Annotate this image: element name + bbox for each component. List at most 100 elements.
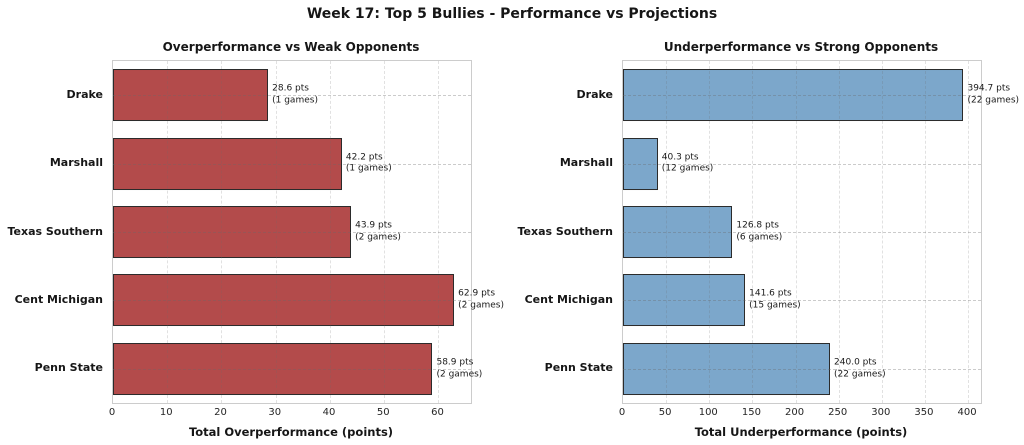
- x-tick-label: 350: [914, 407, 934, 418]
- bar: [623, 137, 658, 190]
- bar-annotation: 126.8 pts (6 games): [736, 220, 782, 243]
- bar-row: 28.6 pts (1 games): [113, 61, 471, 129]
- x-tick-label: 0: [108, 407, 116, 418]
- y-axis-label: Texas Southern: [517, 224, 613, 238]
- x-axis-label: Total Overperformance (points): [188, 425, 394, 439]
- bar: [113, 274, 455, 327]
- bar-annotation-games: (2 games): [458, 300, 505, 311]
- bar: [623, 206, 733, 259]
- y-label-row: Marshall: [512, 128, 613, 196]
- x-tick-label: 300: [871, 407, 891, 418]
- y-label-row: Penn State: [0, 334, 103, 402]
- bar: [113, 342, 433, 395]
- y-label-row: Texas Southern: [512, 197, 613, 265]
- bar-rows: 28.6 pts (1 games) 42.2 pts (1 games) 43.9 p…: [113, 61, 504, 403]
- bar: [623, 274, 746, 327]
- bar: [113, 206, 352, 259]
- bar-annotation-value: 28.6 pts: [272, 83, 309, 94]
- bar-rows: 394.7 pts (22 games) 40.3 pts (12 games) 126…: [623, 61, 1019, 403]
- bar-annotation: 62.9 pts (2 games): [458, 289, 504, 312]
- bar-row: 141.6 pts (15 games): [623, 266, 981, 334]
- bar-annotation-games: (2 games): [355, 232, 401, 243]
- y-axis-label: Marshall: [49, 156, 103, 170]
- y-axis-label: Drake: [576, 87, 613, 101]
- bar-annotation: 43.9 pts (2 games): [355, 220, 401, 243]
- x-axis-ticks: 0 10 20 30 40 50 60: [108, 407, 470, 424]
- bar-annotation-value: 394.7 pts: [967, 83, 1011, 94]
- y-axis-label: Penn State: [34, 361, 103, 375]
- bar-annotation-games: (15 games): [749, 300, 801, 311]
- subplot-title: Underperformance vs Strong Opponents: [663, 40, 939, 54]
- bar-annotation-games: (12 games): [661, 163, 714, 174]
- x-tick-label: 50: [658, 407, 672, 418]
- x-tick-label: 20: [214, 407, 227, 418]
- bar-row: 58.9 pts (2 games): [113, 335, 482, 403]
- bar-annotation: 58.9 pts (2 games): [436, 357, 482, 380]
- x-axis-label: Total Underperformance (points): [694, 425, 908, 439]
- bar: [623, 69, 964, 122]
- bar-annotation-value: 141.6 pts: [749, 288, 792, 299]
- plot-area: 394.7 pts (22 games) 40.3 pts (12 games) 126…: [622, 60, 1019, 404]
- x-tick-label: 40: [322, 407, 336, 418]
- chart-panel-overperformance: Overperformance vs Weak Opponents Drake M…: [0, 36, 512, 439]
- bar-row: 43.9 pts (2 games): [113, 198, 471, 266]
- chart-panel-underperformance: Underperformance vs Strong Opponents Dra…: [512, 36, 1024, 439]
- y-label-row: Drake: [0, 60, 103, 128]
- bar-annotation: 28.6 pts (1 games): [272, 84, 318, 107]
- bar-row: 240.0 pts (22 games): [623, 335, 981, 403]
- bar-annotation-value: 62.9 pts: [458, 288, 496, 299]
- y-axis-label: Marshall: [559, 156, 613, 170]
- y-label-row: Penn State: [512, 334, 613, 402]
- bar-annotation-games: (2 games): [436, 368, 483, 379]
- y-label-row: Marshall: [0, 128, 103, 196]
- bar: [623, 342, 831, 395]
- bar-annotation: 42.2 pts (1 games): [346, 152, 392, 175]
- bar-annotation-value: 42.2 pts: [345, 151, 383, 162]
- y-label-row: Drake: [512, 60, 613, 128]
- bar-annotation-games: (1 games): [272, 95, 318, 106]
- y-axis-labels: Drake Marshall Texas Southern Cent Michigan…: [0, 60, 112, 402]
- bar-annotation-games: (6 games): [736, 232, 783, 243]
- plot-wrap: Drake Marshall Texas Southern Cent Michigan…: [512, 60, 1024, 404]
- bar-annotation-games: (22 games): [834, 368, 886, 379]
- y-axis-label: Cent Michigan: [524, 292, 613, 306]
- x-tick-label: 30: [268, 407, 282, 418]
- bar-annotation-value: 43.9 pts: [355, 220, 392, 231]
- bar-annotation: 141.6 pts (15 games): [749, 289, 801, 312]
- x-tick-label: 200: [784, 407, 805, 418]
- bar-row: 42.2 pts (1 games): [113, 129, 471, 197]
- x-tick-label: 250: [828, 407, 848, 418]
- bar-annotation: 40.3 pts (12 games): [662, 152, 714, 175]
- subplot-title: Overperformance vs Weak Opponents: [162, 40, 420, 54]
- plot-wrap: Drake Marshall Texas Southern Cent Michigan…: [0, 60, 512, 404]
- bar-annotation-value: 126.8 pts: [736, 220, 779, 231]
- bar-annotation: 394.7 pts (22 games): [967, 84, 1019, 107]
- figure-title: Week 17: Top 5 Bullies - Performance vs …: [306, 6, 718, 22]
- y-label-row: Cent Michigan: [512, 265, 613, 333]
- bar-annotation-games: (22 games): [967, 95, 1020, 106]
- y-axis-label: Drake: [66, 87, 103, 101]
- x-tick-label: 10: [159, 407, 173, 418]
- bar-row: 40.3 pts (12 games): [623, 129, 981, 197]
- x-tick-label: 60: [431, 407, 444, 418]
- bar-row: 394.7 pts (22 games): [623, 61, 1019, 129]
- y-axis-label: Texas Southern: [7, 224, 103, 238]
- y-axis-labels: Drake Marshall Texas Southern Cent Michigan…: [512, 60, 622, 402]
- bar-annotation: 240.0 pts (22 games): [834, 357, 886, 380]
- y-label-row: Cent Michigan: [0, 265, 103, 333]
- x-axis-ticks: 0 50 100 150 200 250 300 350 400: [618, 407, 980, 424]
- y-axis-label: Cent Michigan: [14, 292, 103, 306]
- x-tick-label: 150: [741, 407, 761, 418]
- bar-annotation-value: 240.0 pts: [834, 357, 877, 368]
- bar: [113, 137, 342, 190]
- x-tick-label: 50: [376, 407, 390, 418]
- bar-annotation-value: 40.3 pts: [661, 151, 699, 162]
- plot-area: 28.6 pts (1 games) 42.2 pts (1 games) 43.9 p…: [112, 60, 504, 404]
- y-label-row: Texas Southern: [0, 197, 103, 265]
- x-tick-label: 0: [618, 407, 626, 418]
- x-tick-label: 100: [698, 407, 718, 418]
- x-tick-label: 400: [957, 407, 977, 418]
- bar-row: 62.9 pts (2 games): [113, 266, 504, 334]
- y-axis-label: Penn State: [544, 361, 613, 375]
